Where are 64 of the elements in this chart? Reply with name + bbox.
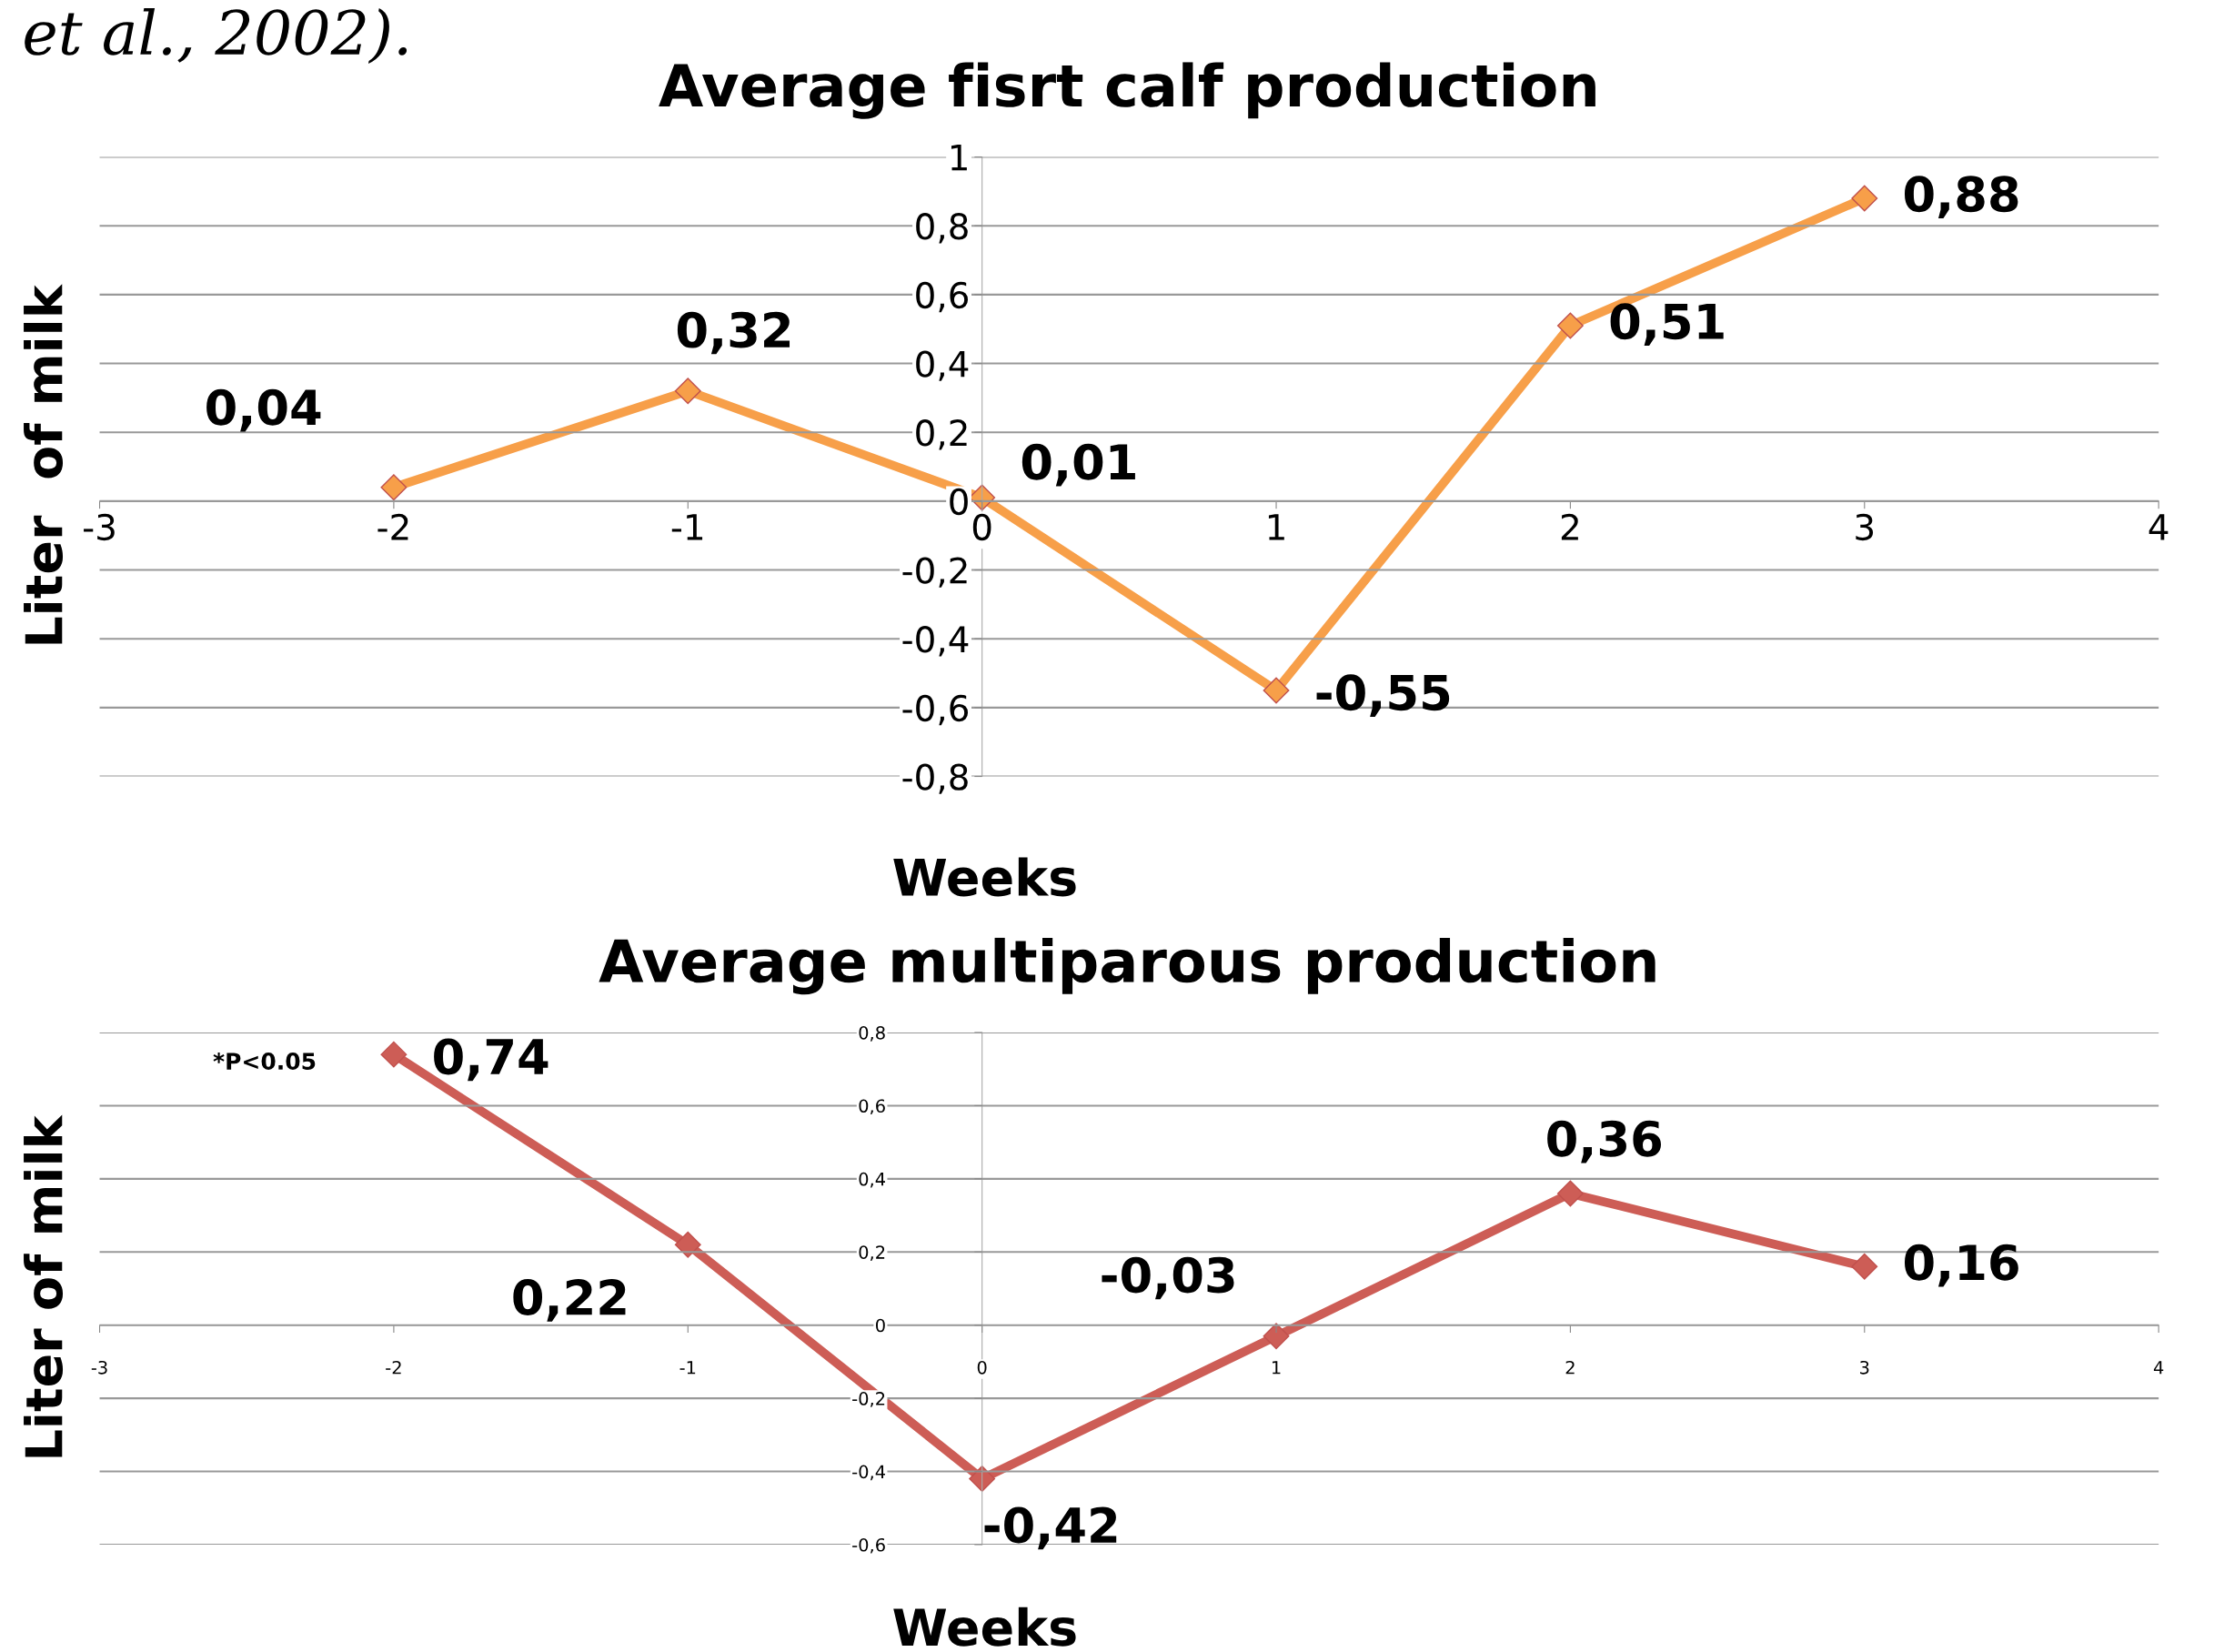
x-tick-label: -1 [679, 1361, 696, 1375]
x-tick-label: 0 [977, 1360, 987, 1375]
x-tick-label: -2 [377, 513, 408, 540]
chart-title: Average fisrt calf production [659, 62, 1595, 119]
y-tick-label: 0,6 [859, 1099, 885, 1115]
data-label: -0,03 [1102, 1256, 1234, 1300]
point [674, 378, 701, 405]
text: et al., 2002). [25, 8, 408, 65]
data-label: 0,22 [513, 1279, 626, 1322]
data-label: -0,55 [1316, 674, 1450, 717]
data-label: 0,88 [1904, 176, 2018, 218]
y-tick-label: 1 [951, 144, 967, 171]
y-tick-label: -0,4 [852, 1465, 886, 1481]
y-tick-label: 0 [876, 1318, 885, 1333]
y-tick-label: 0,8 [859, 1025, 885, 1042]
point [1556, 312, 1584, 339]
x-tick-label: 1 [1268, 514, 1284, 540]
chart-title: Average multiparous production [599, 937, 1655, 995]
y-tick-label: 0,4 [859, 1172, 886, 1188]
point [380, 1041, 408, 1068]
x-axis-title: Weeks [893, 1607, 1076, 1647]
point [1851, 1253, 1878, 1280]
y-tick-label: 0,8 [916, 213, 968, 244]
y-tick-label: -0,2 [852, 1392, 885, 1407]
y-tick-label: -0,6 [902, 694, 969, 726]
y-tick-label: 0,2 [859, 1245, 885, 1261]
data-label: 0,01 [1021, 443, 1135, 487]
y-axis-title: Liter of milk [24, 284, 64, 644]
x-tick-label: -2 [386, 1360, 401, 1375]
point [1263, 1323, 1290, 1350]
data-label: 0,04 [206, 388, 321, 432]
x-tick-label: 2 [1561, 513, 1578, 540]
x-tick-label: -3 [91, 1360, 107, 1375]
point [1851, 185, 1878, 212]
x-tick-label: 3 [1856, 513, 1874, 541]
data-label: 0,36 [1547, 1120, 1661, 1163]
x-tick-label: -1 [671, 514, 703, 540]
y-tick-label: -0,2 [902, 557, 967, 588]
y-tick-label: 0 [950, 488, 968, 516]
point [674, 1231, 701, 1258]
data-label: 0,51 [1610, 303, 1724, 346]
y-tick-label: 0,6 [916, 281, 969, 313]
x-axis-title: Weeks [893, 857, 1076, 897]
data-label: -0,42 [984, 1506, 1117, 1550]
x-tick-label: 0 [972, 513, 991, 541]
y-axis-title: Liter of milk [24, 1114, 64, 1457]
data-label: 0,16 [1904, 1244, 2018, 1287]
point [380, 474, 408, 501]
x-tick-label: -3 [84, 513, 115, 541]
y-tick-label: 0,4 [916, 350, 969, 381]
x-tick-label: 1 [1272, 1361, 1281, 1375]
data-label: 0,74 [434, 1038, 548, 1082]
y-tick-label: -0,4 [902, 626, 969, 657]
y-tick-label: 0,2 [916, 419, 967, 450]
data-label: 0,32 [677, 311, 790, 355]
annotation: *P<0.05 [213, 1053, 316, 1071]
x-tick-label: 4 [2153, 1361, 2164, 1375]
x-tick-label: 2 [1565, 1360, 1575, 1375]
x-tick-label: 4 [2149, 514, 2169, 540]
y-tick-label: -0,8 [902, 763, 968, 794]
point [1263, 677, 1290, 704]
y-tick-label: -0,6 [852, 1537, 885, 1554]
x-tick-label: 3 [1860, 1360, 1869, 1375]
point [1556, 1180, 1584, 1207]
